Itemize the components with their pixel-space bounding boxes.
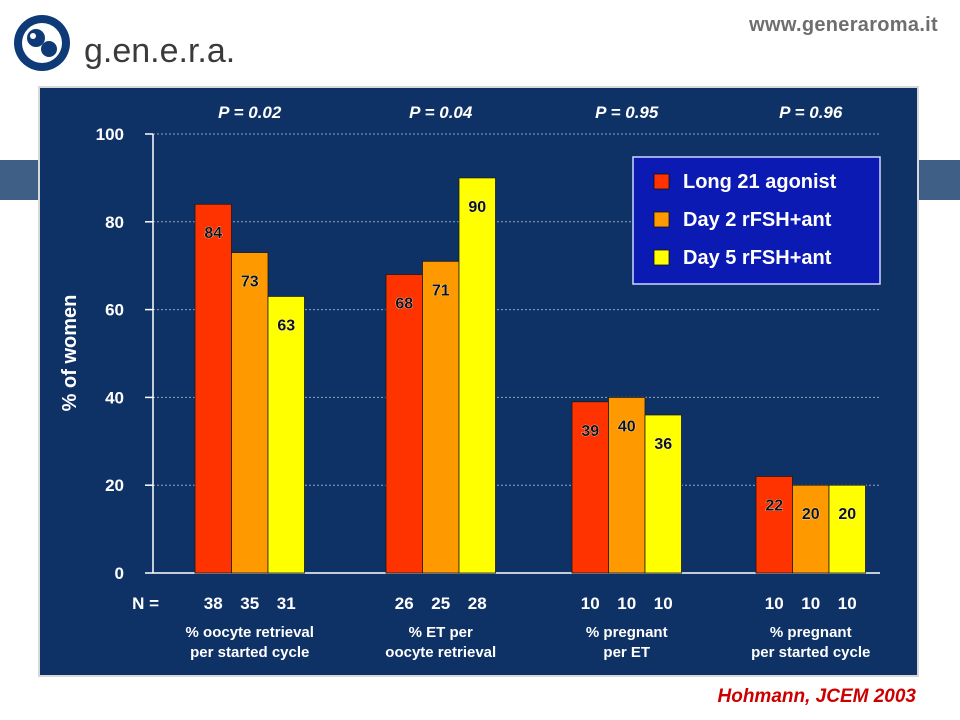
data-label: 22: [765, 497, 783, 514]
data-label: 36: [654, 436, 672, 453]
bar-chart: 0 20 40 60 80 100 % of women 84 68 39 22 73 71 40 20 63…: [59, 103, 881, 661]
genera-logo-icon: g.en.e.r.a.: [14, 15, 235, 71]
y-tick-label: 0: [115, 564, 124, 583]
logo-text: g.en.e.r.a.: [84, 32, 235, 70]
p-value: P = 0.02: [218, 103, 282, 122]
bar: [458, 177, 496, 574]
data-label: 90: [468, 199, 486, 216]
n-value: 10: [581, 594, 600, 613]
data-label: 68: [395, 295, 413, 312]
data-label: 73: [241, 274, 259, 291]
n-value: 10: [765, 594, 784, 613]
legend-swatch: [653, 211, 670, 228]
data-label: 20: [802, 506, 820, 523]
n-value: 10: [801, 594, 820, 613]
bar: [231, 252, 269, 574]
legend-swatch: [653, 173, 670, 190]
bar: [755, 476, 793, 574]
y-tick-label: 80: [105, 213, 124, 232]
y-tick-label: 100: [96, 125, 124, 144]
p-value: P = 0.95: [595, 103, 659, 122]
legend-label: Long 21 agonist: [683, 171, 837, 193]
bar: [608, 396, 646, 574]
bar: [194, 203, 232, 574]
y-axis-label: % of women: [59, 295, 81, 412]
bar: [385, 274, 423, 574]
bar: [267, 296, 305, 574]
p-value: P = 0.04: [409, 103, 473, 122]
bar: [422, 260, 460, 574]
site-url[interactable]: www.generaroma.it: [749, 14, 938, 36]
n-value: 31: [277, 594, 296, 613]
y-tick-label: 60: [105, 301, 124, 320]
category-label: % oocyte retrieval: [186, 624, 314, 641]
n-value: 35: [240, 594, 259, 613]
n-value: 28: [468, 594, 487, 613]
data-label: 84: [204, 225, 222, 242]
category-label: oocyte retrieval: [385, 644, 496, 661]
p-value: P = 0.96: [779, 103, 843, 122]
legend-label: Day 5 rFSH+ant: [683, 247, 832, 269]
data-label: 39: [581, 423, 599, 440]
genera-logo: g.en.e.r.a.: [10, 10, 330, 80]
legend-label: Day 2 rFSH+ant: [683, 209, 832, 231]
left-band: [0, 160, 40, 200]
chart-panel: 0 20 40 60 80 100 % of women 84 68 39 22 73 71 40 20 63…: [38, 86, 919, 677]
legend-box: [632, 156, 881, 285]
category-label: % pregnant: [586, 624, 668, 641]
n-value: 10: [838, 594, 857, 613]
bar: [792, 484, 830, 574]
n-value: 10: [617, 594, 636, 613]
category-label: per started cycle: [190, 644, 309, 661]
legend-swatch: [653, 249, 670, 266]
right-band: [917, 160, 960, 200]
data-label: 63: [277, 317, 295, 334]
category-label: % ET per: [409, 624, 473, 641]
n-value: 26: [395, 594, 414, 613]
data-label: 20: [838, 506, 856, 523]
n-value: 25: [431, 594, 450, 613]
n-value: 10: [654, 594, 673, 613]
category-label: per started cycle: [751, 644, 870, 661]
category-label: per ET: [603, 644, 650, 661]
data-label: 71: [432, 282, 450, 299]
y-tick-label: 40: [105, 388, 124, 407]
citation: Hohmann, JCEM 2003: [717, 686, 917, 707]
category-label: % pregnant: [770, 624, 852, 641]
bar: [644, 414, 682, 574]
n-value: 38: [204, 594, 223, 613]
n-label: N =: [132, 594, 159, 613]
bar: [828, 484, 866, 574]
y-tick-label: 20: [105, 476, 124, 495]
data-label: 40: [618, 418, 636, 435]
